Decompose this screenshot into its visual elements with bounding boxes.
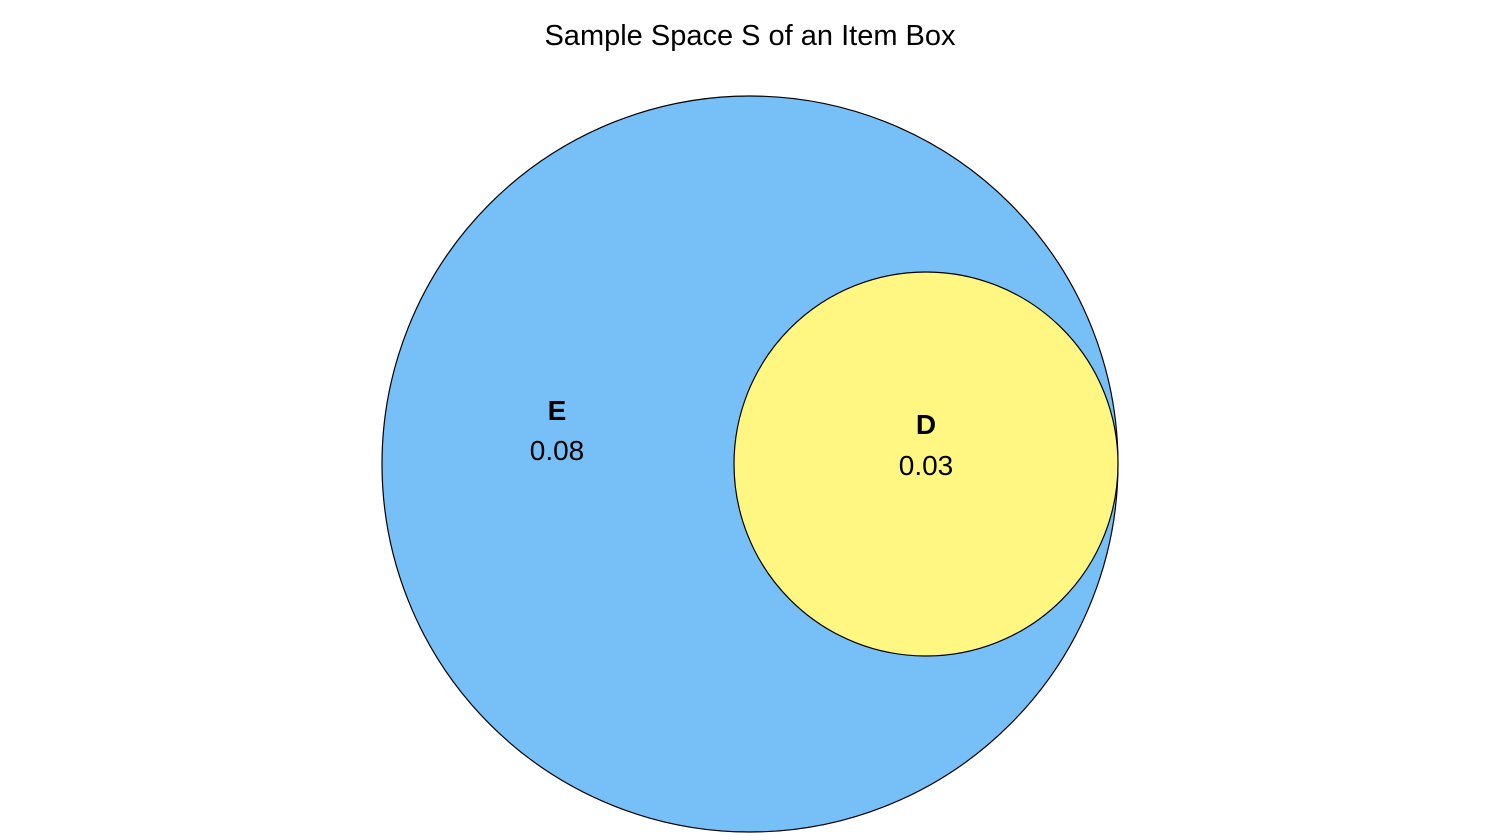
set-d-circle — [733, 271, 1119, 657]
diagram-title: Sample Space S of an Item Box — [544, 20, 956, 52]
set-d-value: 0.03 — [899, 450, 954, 481]
set-e-label: E — [548, 395, 567, 426]
set-d-label: D — [916, 409, 936, 440]
set-e-value: 0.08 — [530, 435, 585, 466]
